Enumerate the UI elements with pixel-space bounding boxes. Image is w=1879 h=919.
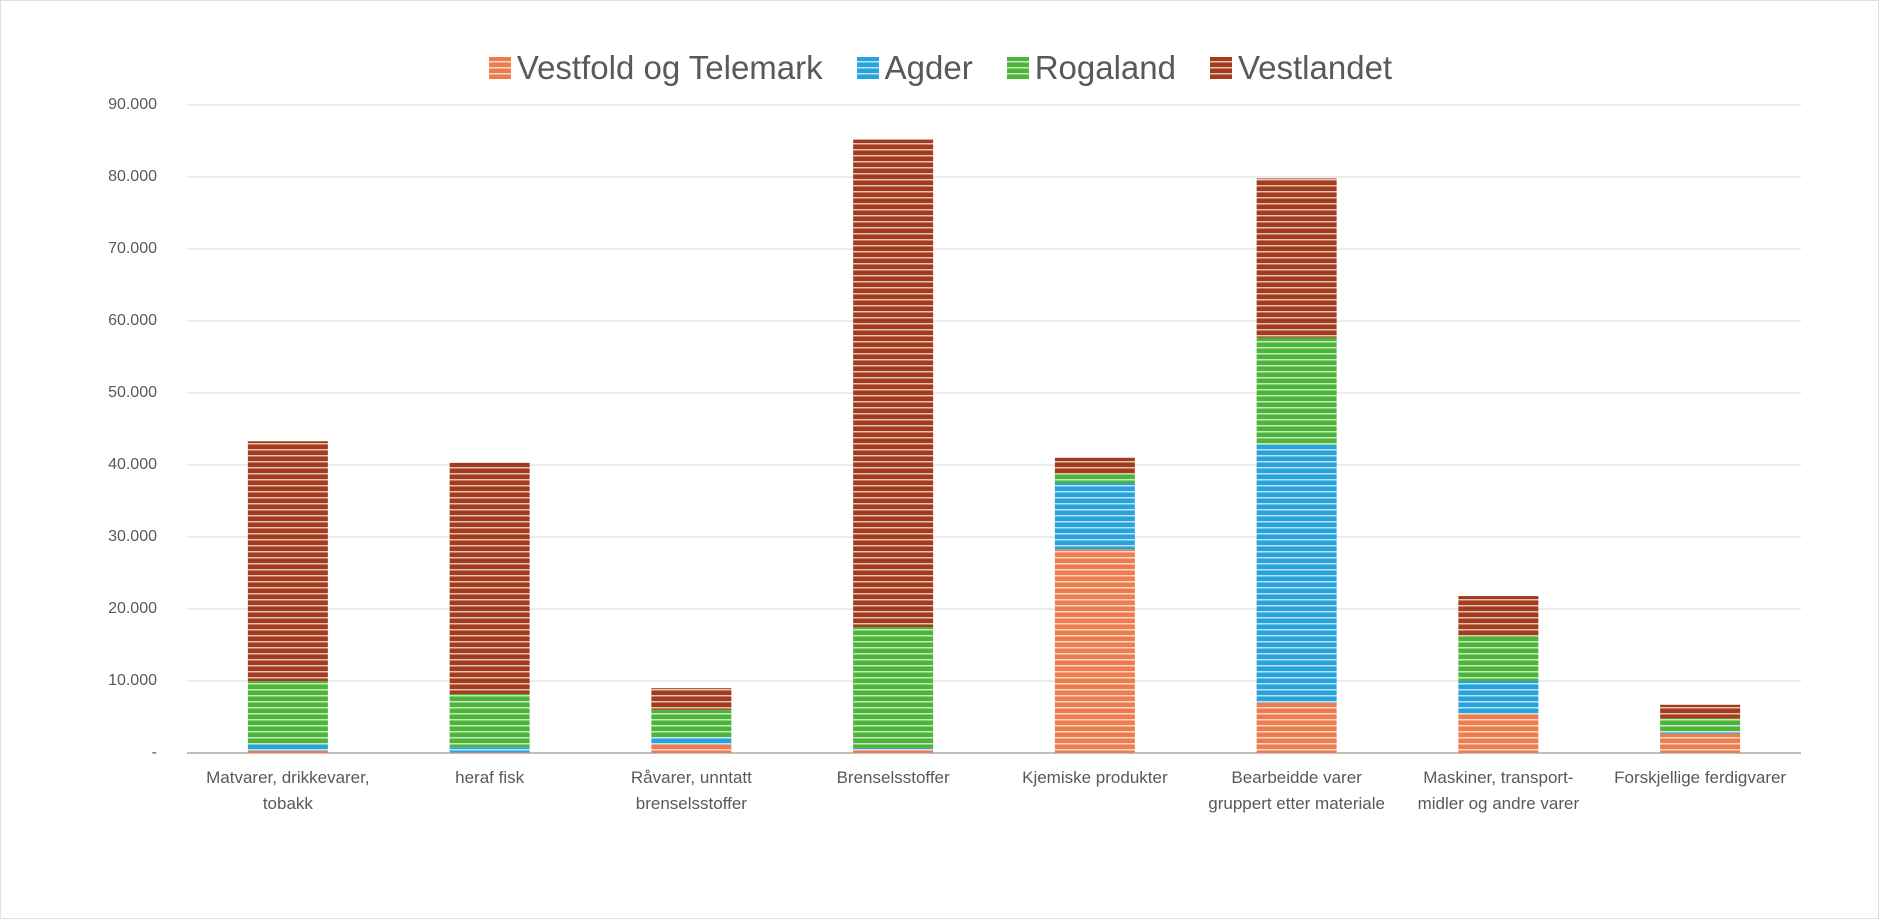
bar-segment — [449, 462, 530, 694]
bar-segment — [247, 441, 328, 681]
bar-segment — [449, 752, 530, 753]
bar-segment — [651, 709, 732, 738]
legend-item: Agder — [856, 49, 973, 87]
bar-segment — [1458, 681, 1539, 714]
y-tick-label: 70.000 — [108, 240, 157, 257]
bar-segment — [1660, 733, 1741, 753]
bar-segment — [1054, 483, 1135, 550]
legend-label: Rogaland — [1034, 49, 1176, 86]
legend-label: Vestlandet — [1237, 49, 1393, 86]
bar-segment — [1660, 731, 1741, 734]
y-tick-label: 40.000 — [108, 456, 157, 473]
bar-segment — [247, 744, 328, 751]
x-tick-label: Forskjellige ferdigvarer — [1614, 768, 1787, 787]
legend-item: Vestfold og Telemark — [488, 49, 823, 87]
bar-segment — [651, 688, 732, 710]
y-tick-label: 30.000 — [108, 528, 157, 545]
x-tick-label: Kjemiske produkter — [1022, 768, 1168, 787]
bar-segment — [1054, 457, 1135, 474]
bar-segment — [853, 139, 934, 627]
bar-segment — [1256, 337, 1337, 445]
legend-swatch — [856, 57, 879, 79]
y-tick-label: 60.000 — [108, 312, 157, 329]
bar-segment — [449, 693, 530, 748]
bar-segment — [651, 744, 732, 753]
bar-segment — [1458, 596, 1539, 637]
bar-segment — [1256, 702, 1337, 753]
swatch — [1209, 57, 1232, 79]
swatch — [1006, 57, 1029, 79]
swatch — [856, 57, 879, 79]
y-tick-label: 10.000 — [108, 672, 157, 689]
bar-segment — [1660, 718, 1741, 732]
bar-segment — [1054, 549, 1135, 753]
bar-segment — [1054, 473, 1135, 483]
x-tick-label: Maskiner, transport-midler og andre vare… — [1417, 768, 1580, 813]
legend-swatch — [1209, 57, 1232, 79]
bar-segment — [853, 627, 934, 748]
legend-label: Agder — [884, 49, 973, 86]
x-tick-label: Matvarer, drikkevarer, tobakk — [206, 768, 370, 813]
bar-segment — [853, 747, 934, 750]
legend: Vestfold og Telemark Agder Rogaland Vestlan… — [1, 49, 1878, 87]
y-tick-label: 80.000 — [108, 168, 157, 185]
bar-segment — [1458, 713, 1539, 753]
bar-segment — [853, 749, 934, 753]
swatch — [488, 57, 511, 79]
y-tick-label: 90.000 — [108, 96, 157, 113]
bar-segment — [247, 681, 328, 745]
legend-label: Vestfold og Telemark — [516, 49, 823, 86]
legend-item: Rogaland — [1006, 49, 1176, 87]
bar-segment — [1256, 178, 1337, 338]
legend-swatch — [488, 57, 511, 79]
bar-segment — [651, 737, 732, 745]
bar-segment — [1256, 444, 1337, 703]
bar-segment — [247, 750, 328, 753]
x-tick-label: Bearbeidde varer gruppert etter material… — [1208, 768, 1385, 813]
x-tick-label: Brenselsstoffer — [836, 768, 950, 787]
x-tick-label: heraf fisk — [455, 768, 525, 787]
y-tick-label: - — [152, 744, 157, 761]
bar-segment — [1458, 636, 1539, 681]
y-tick-label: 50.000 — [108, 384, 157, 401]
legend-swatch — [1006, 57, 1029, 79]
x-tick-label: Råvarer, unntatt brenselsstoffer — [630, 768, 752, 813]
y-tick-label: 20.000 — [108, 600, 157, 617]
legend-item: Vestlandet — [1209, 49, 1393, 87]
bar-segment — [449, 747, 530, 753]
bar-segment — [1660, 704, 1741, 719]
